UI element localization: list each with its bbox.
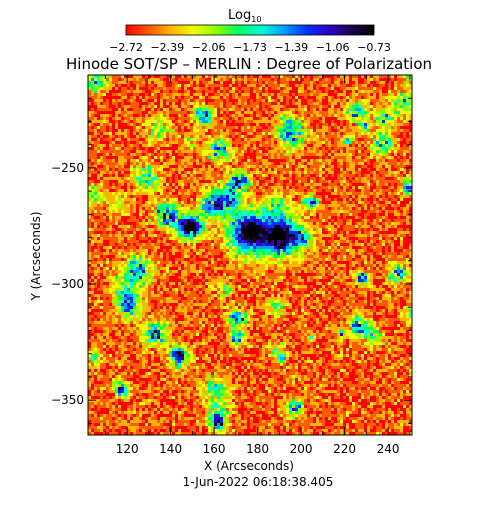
tick-label: 220	[333, 442, 356, 456]
polarization-map	[88, 75, 412, 435]
tick-label: 200	[290, 442, 313, 456]
colorbar-tick-label: −2.39	[150, 41, 184, 54]
figure-title: Hinode SOT/SP – MERLIN : Degree of Polar…	[66, 55, 432, 73]
x-axis-label: X (Arcseconds)	[204, 459, 294, 473]
colorbar-tick-label: −0.73	[357, 41, 391, 54]
tick-label: 140	[159, 442, 182, 456]
tick-label: 120	[116, 442, 139, 456]
timestamp: 1-Jun-2022 06:18:38.405	[183, 475, 334, 489]
colorbar-tick-label: −1.73	[233, 41, 267, 54]
colorbar-title: Log10	[228, 8, 261, 24]
colorbar-ticks: −2.72 −2.39 −2.06 −1.73 −1.39 −1.06 −0.73	[109, 41, 391, 54]
colorbar-tick-label: −2.06	[192, 41, 226, 54]
tick-label: 240	[377, 442, 400, 456]
y-axis-label: Y (Arcseconds)	[29, 211, 43, 301]
axis-ticks: 120 140 160 180 200 220 240 −250 −300 −350	[51, 74, 412, 456]
tick-label: −300	[51, 277, 84, 291]
colorbar-tick-label: −1.06	[316, 41, 350, 54]
map-frame	[87, 74, 413, 436]
colorbar-tick-label: −2.72	[109, 41, 143, 54]
tick-label: 160	[203, 442, 226, 456]
colorbar	[125, 24, 375, 36]
colorbar-tick-label: −1.39	[274, 41, 308, 54]
tick-label: 180	[246, 442, 269, 456]
tick-label: −350	[51, 393, 84, 407]
tick-label: −250	[51, 161, 84, 175]
